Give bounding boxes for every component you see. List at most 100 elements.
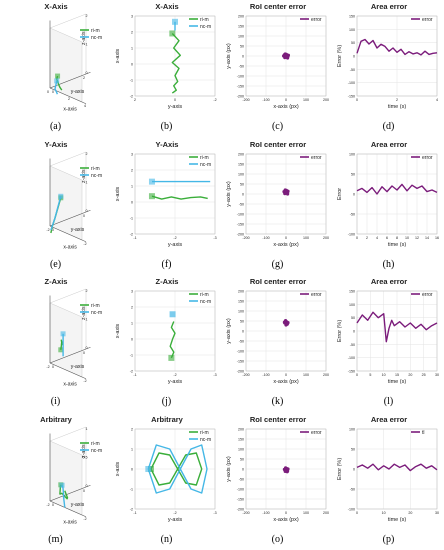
subfigure-caption: (m) — [48, 533, 63, 545]
subfigure-g: RoI center error 200 150 100 50 0 -50 -100 -150 -… — [222, 138, 333, 276]
y-tick-label: -200 — [237, 95, 244, 99]
x-tick-label: 8 — [396, 236, 398, 240]
x-tick-label: -1 — [133, 373, 136, 377]
y-tick-label: 1 — [131, 47, 133, 51]
x-tick-label: -2 — [173, 236, 176, 240]
y-tick-label: 50 — [240, 45, 244, 49]
subfigure-p: Area error 100 50 0 -50 -100 0 10 20 30 time (s) Er… — [333, 413, 444, 550]
x-tick-label: 20 — [408, 373, 412, 377]
chart-canvas: Y-Axis0120-2-20x-axisy-axisz-axisri-mnc-… — [45, 140, 103, 250]
y-tick-label: 0 — [353, 467, 355, 471]
z-tick-label: 1 — [86, 426, 88, 430]
series-line — [356, 183, 438, 195]
chart-title: Area error — [371, 415, 407, 424]
y-tick-label: -1 — [130, 216, 133, 220]
x-tick-label: 0 — [285, 236, 287, 240]
z-tick-label: 2 — [86, 151, 88, 155]
y-tick-label: 1 — [131, 322, 133, 326]
legend-label: error — [311, 155, 322, 161]
legend-label: nc-m — [91, 173, 102, 179]
chart-title: Arbitrary — [40, 415, 73, 424]
plot-frame — [245, 428, 327, 509]
y-tick-label: -200 — [237, 507, 244, 511]
x-tick-label: 200 — [323, 373, 329, 377]
x-axis-label: time (s) — [388, 517, 407, 523]
subfigure-caption: (d) — [382, 121, 395, 132]
x-axis-label: y-axis — [168, 517, 183, 523]
chart-title: Y-Axis — [45, 140, 68, 149]
y-axis-line — [49, 484, 91, 501]
x-tick-label: 0 — [52, 228, 54, 232]
legend-label: ri-m — [91, 166, 100, 172]
x-tick-label: -2 — [213, 98, 216, 102]
y-tick-label: 50 — [351, 316, 355, 320]
legend-label: ri-m — [200, 292, 209, 298]
x-tick-label: 16 — [435, 236, 439, 240]
scatter-point — [285, 55, 289, 59]
start-marker — [148, 178, 155, 185]
y-axis-label: y-axis — [71, 89, 85, 95]
x-axis-label: time (s) — [388, 242, 407, 248]
x-tick-label: 100 — [303, 511, 309, 515]
legend-label: nc-m — [91, 448, 102, 454]
subfigure-caption: (f) — [161, 258, 172, 270]
y-tick-label: 150 — [238, 25, 244, 29]
subfigure-caption: (b) — [160, 121, 173, 132]
y-tick-label: 150 — [349, 15, 355, 19]
x-axis-label: time (s) — [388, 104, 407, 110]
y-tick-label: 2 — [131, 427, 133, 431]
chart-title: RoI center error — [250, 415, 306, 424]
y-axis-label: y-axis (px) — [226, 318, 232, 344]
x-tick-label: 0 — [285, 98, 287, 102]
x-tick-label: 0 — [52, 90, 54, 94]
y-tick-label: 3 — [131, 15, 133, 19]
x-tick-label: -1 — [133, 511, 136, 515]
x-tick-label: 200 — [323, 98, 329, 102]
series-line — [54, 80, 59, 95]
series-line — [150, 451, 203, 486]
z-tick-label: 0 — [86, 208, 88, 212]
y-tick-label: -2 — [130, 507, 133, 511]
z-tick-label: 2 — [86, 14, 88, 18]
chart-title: RoI center error — [250, 277, 306, 286]
x-tick-label: 10 — [382, 373, 386, 377]
x-axis-label: y-axis — [168, 242, 183, 248]
scatter-point — [284, 190, 288, 194]
x-tick-label: 20 — [408, 511, 412, 515]
plot-frame — [134, 428, 216, 509]
y-tick-label: 0 — [131, 338, 133, 342]
y-tick-label: 2 — [131, 168, 133, 172]
series-line — [356, 463, 438, 471]
subfigure-caption: (a) — [49, 121, 62, 132]
subfigure-j: Z-Axis 3 2 1 0 -1 -2 -1 -2 -3 y-axis x-axis ri-m nc-m… — [111, 275, 222, 413]
y-tick-label: -2 — [130, 232, 133, 236]
series-line — [50, 195, 62, 230]
chart-title: Area error — [371, 277, 407, 286]
z-tick-label: 0 — [86, 346, 88, 350]
plot-frame — [134, 15, 216, 97]
y-axis-label: Error (%) — [337, 457, 343, 479]
y-tick-label: -150 — [348, 370, 355, 374]
x-tick-label: 5 — [369, 373, 371, 377]
y-tick-label: -100 — [348, 507, 355, 511]
x-tick-label: 10 — [382, 511, 386, 515]
plot-frame — [356, 15, 438, 97]
subfigure-n: Arbitrary 2 1 0 -1 -2 -1 -2 -3 y-axis x-axis ri-m nc… — [111, 413, 222, 550]
subfigure-l: Area error 150 100 50 0 -50 -100 -150 0 5 10 15 20 25… — [333, 275, 444, 413]
y-tick-label: 200 — [238, 290, 244, 294]
y-tick-label: 50 — [240, 457, 244, 461]
legend-label: nc-m — [200, 437, 211, 443]
y-tick-label: 50 — [351, 41, 355, 45]
chart-title: Z-Axis — [156, 277, 179, 286]
y-axis-label: y-axis (px) — [226, 456, 232, 482]
y-tick-label: -50 — [350, 68, 355, 72]
y-tick-label: -100 — [237, 75, 244, 79]
x-tick-label: 2 — [68, 97, 70, 101]
y-tick-label: -150 — [348, 95, 355, 99]
y-tick-label: 150 — [238, 437, 244, 441]
